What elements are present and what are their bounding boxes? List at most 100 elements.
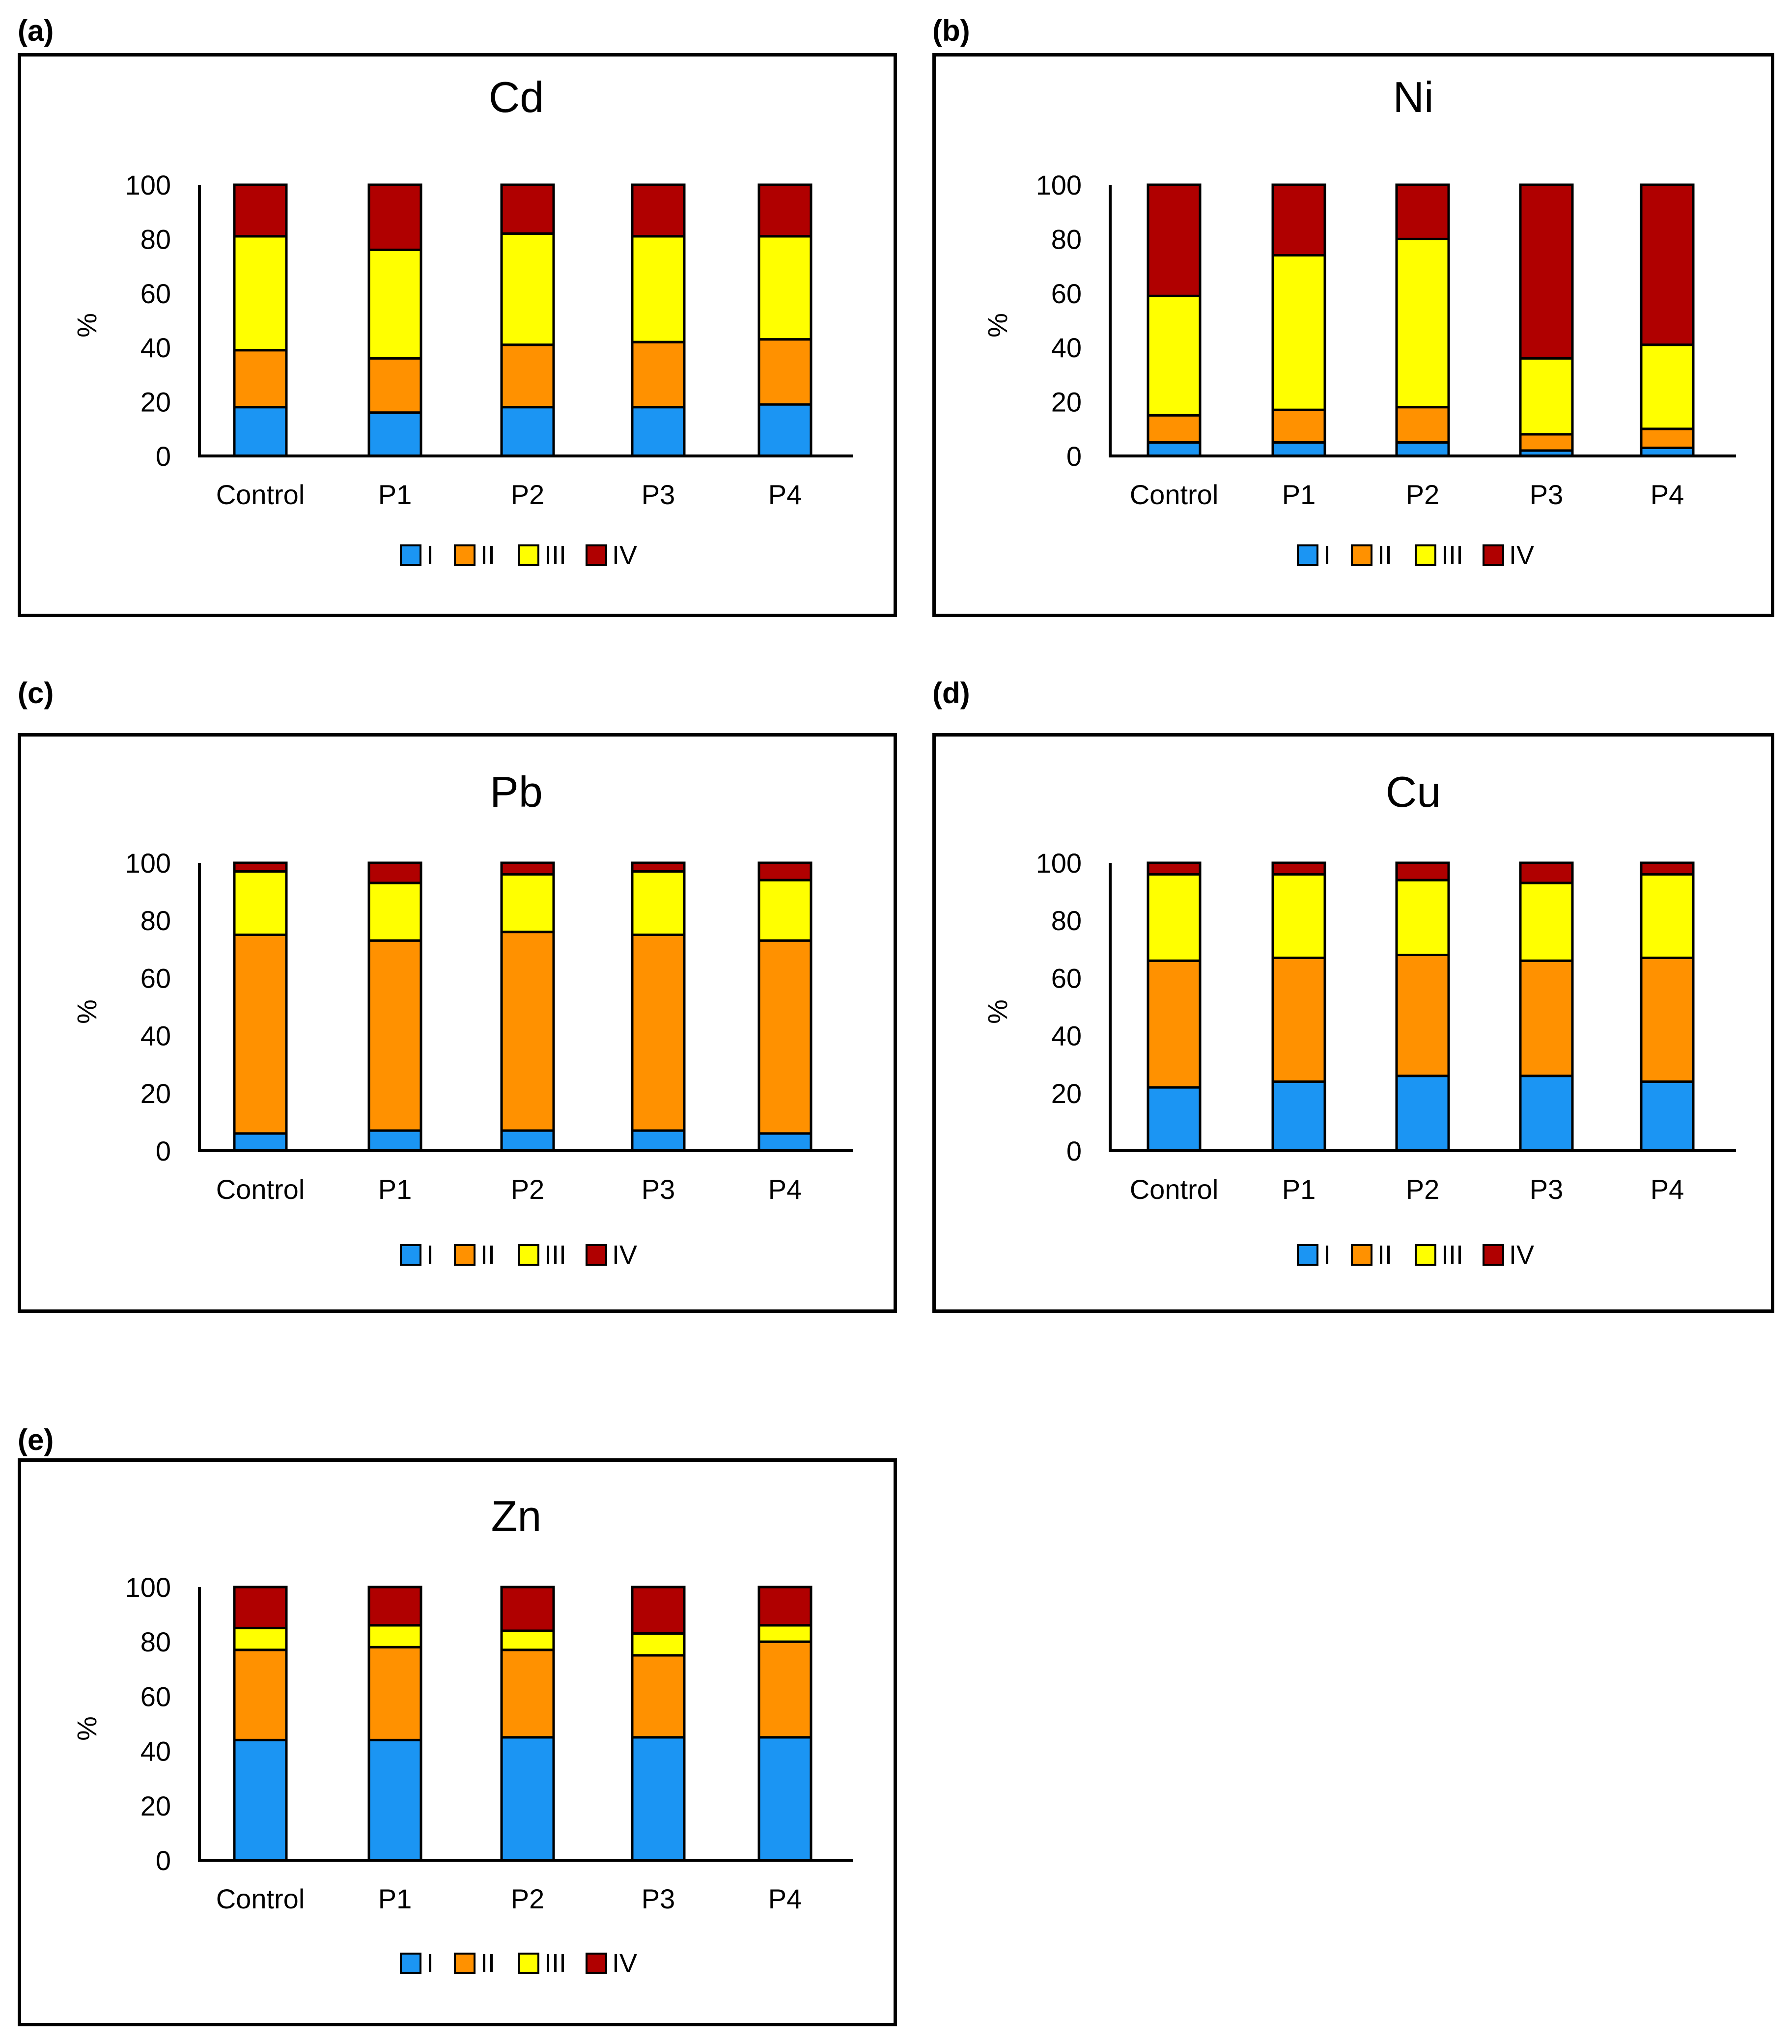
legend-swatch-iii <box>518 1244 539 1266</box>
bar-segment-i-p2 <box>1395 441 1450 457</box>
x-tick-label: P3 <box>1530 479 1564 510</box>
chart-frame <box>932 733 1774 1313</box>
y-tick-label: 60 <box>1051 278 1082 309</box>
legend-label-i: I <box>1323 540 1331 570</box>
y-tick-label: 80 <box>140 1626 171 1657</box>
legend-label-i: I <box>426 1949 434 1978</box>
bar-segment-ii-p2 <box>1395 406 1450 444</box>
bar-segment-i-control <box>1147 441 1202 457</box>
bar-segment-i-p1 <box>1271 441 1326 457</box>
bar-segment-iv-control <box>233 861 288 873</box>
y-tick-label: 40 <box>140 1736 171 1767</box>
x-tick-label: P3 <box>642 479 675 510</box>
y-tick-label: 0 <box>1066 1136 1082 1166</box>
bar-segment-iv-p4 <box>757 861 812 881</box>
y-tick-label: 100 <box>1036 848 1082 879</box>
legend-swatch-iv <box>586 1244 607 1266</box>
bar-segment-ii-p2 <box>500 343 555 409</box>
legend-label-iv: IV <box>1509 1240 1534 1270</box>
x-tick-label: Control <box>216 479 305 510</box>
chart-title: Cu <box>1386 767 1441 816</box>
y-tick-label: 80 <box>1051 905 1082 936</box>
legend-label-iii: III <box>1441 540 1463 570</box>
x-tick-label: P4 <box>768 479 802 510</box>
x-tick-label: P2 <box>511 1883 545 1914</box>
legend-swatch-iv <box>1483 1244 1504 1266</box>
x-tick-label: Control <box>216 1883 305 1914</box>
bar-segment-iii-p3 <box>1519 357 1574 436</box>
y-tick-label: 40 <box>1051 1021 1082 1051</box>
legend-swatch-iv <box>1483 544 1504 566</box>
x-tick-label: P1 <box>1282 1174 1316 1205</box>
bar-segment-iii-p3 <box>631 235 686 343</box>
bar-segment-iv-p1 <box>367 1586 422 1627</box>
bar-segment-iv-p2 <box>1395 183 1450 240</box>
chart-title: Cd <box>489 73 544 121</box>
bar-segment-ii-p3 <box>631 1654 686 1739</box>
x-tick-label: P4 <box>768 1883 802 1914</box>
y-tick-label: 0 <box>156 441 171 472</box>
bar-segment-iii-p4 <box>1640 343 1695 430</box>
legend-swatch-ii <box>454 1953 476 1974</box>
bar-segment-ii-control <box>233 1648 288 1741</box>
y-tick-label: 60 <box>1051 963 1082 994</box>
y-tick-label: 40 <box>140 1021 171 1051</box>
legend-swatch-iii <box>1415 544 1436 566</box>
bar-segment-iii-p1 <box>367 881 422 942</box>
bar-segment-ii-control <box>1147 414 1202 444</box>
y-tick-label: 80 <box>1051 224 1082 255</box>
bar-segment-iii-p1 <box>1271 873 1326 959</box>
panel-label-e: (e) <box>18 1423 54 1456</box>
bar-segment-iv-p1 <box>367 861 422 884</box>
bar-segment-iv-control <box>1147 183 1202 297</box>
y-tick-label: 0 <box>1066 441 1082 472</box>
bar-segment-i-p1 <box>367 1738 422 1862</box>
bar-segment-iii-p1 <box>1271 254 1326 411</box>
bar-segment-iii-p3 <box>631 1632 686 1657</box>
legend-label-ii: II <box>480 540 495 570</box>
x-tick-label: P2 <box>1406 479 1440 510</box>
bar-segment-iv-p4 <box>757 1586 812 1627</box>
bar-segment-i-p4 <box>1640 1080 1695 1152</box>
bar-segment-iv-p1 <box>1271 183 1326 257</box>
bar-segment-iv-p3 <box>1519 183 1574 360</box>
legend-swatch-i <box>400 1244 421 1266</box>
bar-segment-ii-p1 <box>367 939 422 1132</box>
bar-segment-i-p4 <box>757 403 812 457</box>
x-tick-label: P3 <box>642 1883 675 1914</box>
bar-segment-iii-p3 <box>1519 881 1574 962</box>
legend-label-iii: III <box>544 1949 566 1978</box>
bar-segment-iv-p2 <box>1395 861 1450 881</box>
bar-segment-i-control <box>1147 1086 1202 1152</box>
x-tick-label: P1 <box>378 1883 412 1914</box>
legend-label-iii: III <box>1441 1240 1463 1270</box>
chart-title: Zn <box>491 1492 542 1540</box>
bar-segment-i-p2 <box>500 1129 555 1152</box>
y-axis-label: % <box>71 999 102 1024</box>
legend-swatch-iii <box>1415 1244 1436 1266</box>
bar-segment-ii-p4 <box>1640 427 1695 449</box>
x-tick-label: P1 <box>1282 479 1316 510</box>
y-tick-label: 100 <box>125 1572 171 1603</box>
legend-label-i: I <box>1323 1240 1331 1270</box>
bar-segment-iii-control <box>1147 294 1202 417</box>
chart-title: Ni <box>1393 73 1433 121</box>
legend-label-iv: IV <box>612 1240 637 1270</box>
y-tick-label: 20 <box>140 387 171 418</box>
bar-segment-iv-p1 <box>367 183 422 251</box>
bar-segment-ii-p4 <box>1640 956 1695 1083</box>
bar-segment-iii-p2 <box>500 1629 555 1651</box>
bar-segment-i-control <box>233 1738 288 1862</box>
bar-segment-ii-p1 <box>1271 408 1326 444</box>
bar-segment-iv-p4 <box>1640 183 1695 346</box>
x-tick-label: P1 <box>378 1174 412 1205</box>
y-tick-label: 60 <box>140 278 171 309</box>
legend-swatch-iii <box>518 544 539 566</box>
bar-segment-ii-p3 <box>631 341 686 409</box>
legend-label-ii: II <box>480 1240 495 1270</box>
bar-segment-i-p4 <box>757 1736 812 1862</box>
legend-swatch-iii <box>518 1953 539 1974</box>
